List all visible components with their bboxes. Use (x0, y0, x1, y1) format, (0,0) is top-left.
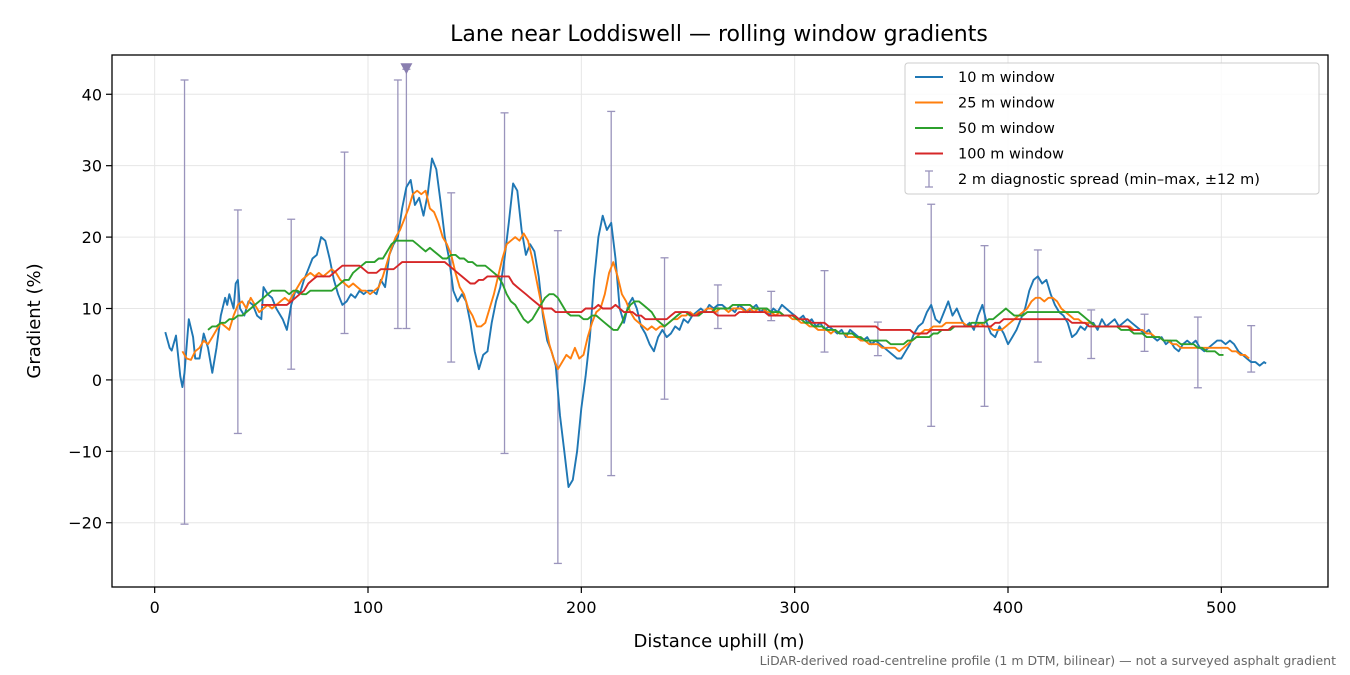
error-bar (927, 203, 936, 427)
axes-frame (111, 54, 1329, 588)
error-bar (1087, 309, 1096, 360)
y-tick-label: 20 (82, 228, 102, 247)
legend-label: 50 m window (958, 121, 1055, 137)
y-tick-label: 30 (82, 157, 102, 176)
clipped-value-marker (400, 63, 413, 75)
error-bar-series (180, 68, 1256, 565)
series-line-2 (181, 189, 1250, 371)
legend-entry: 2 m diagnostic spread (min–max, ±12 m) (925, 170, 1260, 188)
error-bar (287, 218, 296, 370)
legend-box (904, 62, 1320, 195)
axis-ticks: 0 100 200 300 400 500 −20 −10 0 10 20 30 40 (68, 85, 1236, 617)
legend-entry: 100 m window (915, 147, 1064, 163)
legend-entry: 10 m window (915, 70, 1055, 86)
error-bar (180, 79, 189, 525)
error-bar (607, 110, 616, 477)
legend-label: 10 m window (958, 70, 1055, 86)
y-tick-label: −10 (68, 442, 102, 461)
error-bar (1193, 316, 1202, 389)
legend-label: 25 m window (958, 96, 1055, 112)
chart-title: Lane near Loddiswell — rolling window gr… (450, 22, 988, 47)
error-bar (1247, 324, 1256, 373)
y-tick-label: 10 (82, 300, 102, 319)
x-axis-label: Distance uphill (m) (634, 631, 805, 652)
legend-label: 2 m diagnostic spread (min–max, ±12 m) (958, 172, 1260, 188)
x-tick-label: 500 (1206, 598, 1237, 617)
x-tick-label: 300 (779, 598, 810, 617)
error-bar (713, 284, 722, 330)
x-tick-label: 0 (150, 598, 160, 617)
y-axis-label: Gradient (%) (24, 263, 45, 378)
legend-label: 100 m window (958, 147, 1064, 163)
y-tick-label: 40 (82, 85, 102, 104)
x-tick-label: 200 (566, 598, 597, 617)
legend-entry: 25 m window (915, 96, 1055, 112)
x-tick-label: 100 (353, 598, 384, 617)
legend: 10 m window 25 m window 50 m window 100 m w… (904, 62, 1320, 195)
error-bar (233, 209, 242, 435)
series-line-3 (207, 239, 1224, 356)
error-bar (393, 79, 402, 330)
error-bar (1033, 249, 1042, 363)
footnote: LiDAR-derived road-centreline profile (1… (760, 653, 1336, 668)
x-tick-label: 400 (993, 598, 1024, 617)
error-bar (820, 270, 829, 353)
error-bar (660, 257, 669, 400)
error-bar (500, 112, 509, 455)
legend-entry: 50 m window (915, 121, 1055, 137)
plot-area (164, 63, 1267, 565)
series-line-4 (261, 261, 1141, 335)
y-tick-label: −20 (68, 514, 102, 533)
y-tick-label: 0 (92, 371, 102, 390)
